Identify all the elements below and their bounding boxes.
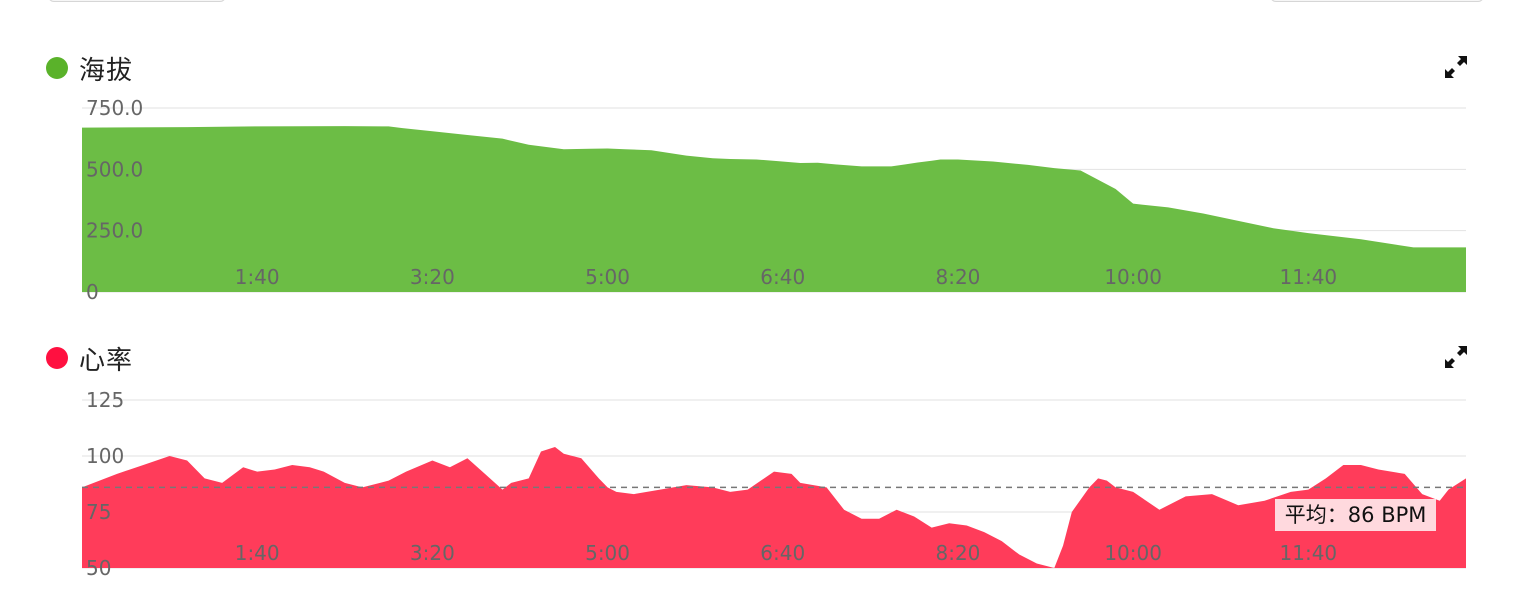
average-heart-rate-label: 平均：86 BPM (1274, 499, 1437, 532)
top-right-control-stub[interactable] (1270, 0, 1484, 2)
expand-arrows-icon[interactable] (1442, 343, 1470, 371)
x-tick-label: 11:40 (1280, 541, 1338, 565)
y-tick-label: 50 (86, 556, 111, 580)
x-tick-label: 5:00 (585, 541, 630, 565)
x-tick-label: 3:20 (410, 265, 455, 289)
altitude-area-series (82, 126, 1466, 292)
y-tick-label: 250.0 (86, 219, 143, 243)
y-tick-label: 125 (86, 388, 124, 412)
altitude-chart-panel: 海拔 0 250.0 500.0 750.0 1:40 3:20 5:00 6:40 8:20 1… (0, 50, 1532, 300)
x-tick-label: 10:00 (1104, 265, 1162, 289)
expand-arrows-icon[interactable] (1442, 53, 1470, 81)
top-left-control-stub[interactable] (48, 0, 226, 2)
heart-rate-chart-header: 心率 (46, 340, 133, 376)
altitude-chart-header: 海拔 (46, 50, 133, 86)
x-tick-label: 8:20 (935, 265, 980, 289)
heart-rate-legend-dot (46, 347, 68, 369)
x-tick-label: 5:00 (585, 265, 630, 289)
y-tick-label: 75 (86, 500, 111, 524)
x-tick-label: 11:40 (1280, 265, 1338, 289)
x-tick-label: 6:40 (760, 265, 805, 289)
altitude-chart-title: 海拔 (79, 55, 134, 86)
x-tick-label: 6:40 (760, 541, 805, 565)
x-tick-label: 1:40 (235, 265, 280, 289)
y-tick-label: 100 (86, 444, 124, 468)
heart-rate-chart-plot: 50 75 100 125 1:40 3:20 5:00 6:40 8:20 10:00 11:40 (82, 388, 1466, 580)
y-tick-label: 0 (86, 280, 99, 300)
altitude-legend-dot (46, 57, 68, 79)
y-tick-label: 750.0 (86, 96, 143, 120)
x-tick-label: 10:00 (1104, 541, 1162, 565)
heart-rate-chart-panel: 心率 50 75 100 125 1:40 3:20 5:00 6:40 8:20 10:00 11… (0, 340, 1532, 580)
x-tick-label: 3:20 (410, 541, 455, 565)
y-tick-label: 500.0 (86, 157, 143, 181)
altitude-chart-plot: 0 250.0 500.0 750.0 1:40 3:20 5:00 6:40 8:20 10:0… (82, 96, 1466, 300)
heart-rate-chart-title: 心率 (79, 345, 134, 376)
x-tick-label: 8:20 (935, 541, 980, 565)
heart_rate-area-series (82, 447, 1466, 568)
x-tick-label: 1:40 (235, 541, 280, 565)
